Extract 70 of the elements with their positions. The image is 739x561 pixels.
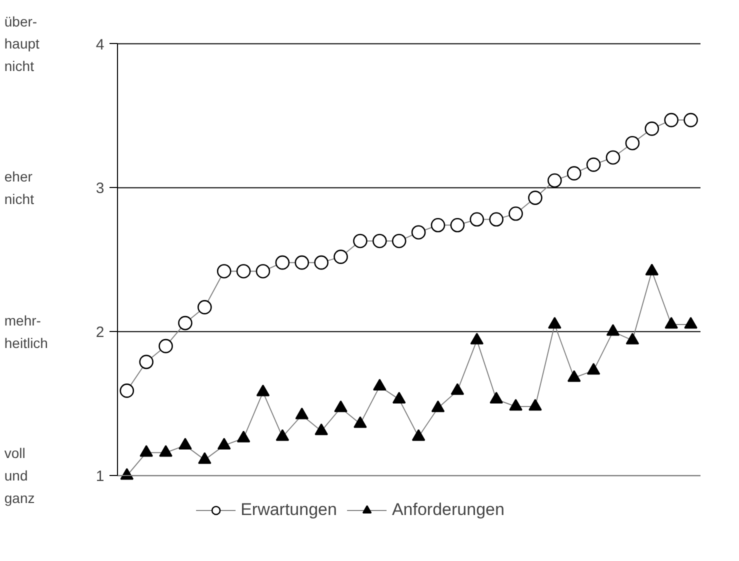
y-tick-label: 1 xyxy=(96,468,104,486)
point xyxy=(314,255,328,270)
point xyxy=(626,332,640,344)
point xyxy=(567,370,581,382)
point xyxy=(178,316,192,330)
point xyxy=(140,445,153,457)
point xyxy=(645,264,659,276)
text: eher nicht xyxy=(4,168,34,207)
legend-label: Anforderungen xyxy=(392,500,504,520)
point xyxy=(664,316,678,329)
text: voll und ganz xyxy=(4,445,35,506)
point xyxy=(392,392,406,404)
point xyxy=(548,316,562,329)
point xyxy=(489,212,504,227)
point xyxy=(353,234,368,248)
point xyxy=(684,112,698,128)
point xyxy=(392,234,406,248)
y-tick-label: 4 xyxy=(96,36,104,54)
point xyxy=(528,398,542,411)
point xyxy=(586,362,600,375)
point xyxy=(470,212,484,227)
point xyxy=(411,225,426,240)
point xyxy=(508,206,523,221)
point xyxy=(606,324,620,336)
point xyxy=(586,158,601,172)
point xyxy=(158,338,173,354)
point xyxy=(159,445,172,457)
point xyxy=(509,398,522,411)
point xyxy=(431,400,445,412)
point xyxy=(198,452,212,464)
point xyxy=(664,112,678,128)
y-tick-label: 3 xyxy=(96,180,104,198)
point xyxy=(334,250,348,264)
point xyxy=(314,423,328,436)
point xyxy=(528,190,542,205)
point xyxy=(236,264,251,278)
text: mehr- heitlich xyxy=(4,312,48,351)
point xyxy=(217,438,231,450)
point xyxy=(354,416,367,428)
point xyxy=(373,378,386,391)
point xyxy=(625,136,640,150)
point xyxy=(178,438,192,450)
point xyxy=(275,255,290,270)
point xyxy=(548,173,562,188)
point xyxy=(294,255,310,270)
point xyxy=(684,316,698,329)
point xyxy=(450,218,465,232)
point xyxy=(216,264,232,278)
text: über- haupt nicht xyxy=(4,13,40,74)
legend-label: Erwartungen xyxy=(240,500,337,520)
point xyxy=(139,354,154,370)
point xyxy=(450,383,464,395)
point xyxy=(566,166,582,180)
point xyxy=(430,218,446,232)
point xyxy=(198,300,212,314)
point xyxy=(606,150,620,165)
point xyxy=(256,384,270,396)
point xyxy=(412,429,426,441)
point xyxy=(372,234,387,248)
point xyxy=(236,430,250,442)
point xyxy=(334,400,348,412)
point xyxy=(490,392,503,404)
point xyxy=(120,468,134,480)
y-tick-label: 2 xyxy=(96,324,104,342)
point xyxy=(276,429,290,441)
point xyxy=(120,384,134,398)
point xyxy=(644,122,660,136)
point xyxy=(295,408,309,420)
point xyxy=(470,332,484,344)
point xyxy=(256,264,270,278)
